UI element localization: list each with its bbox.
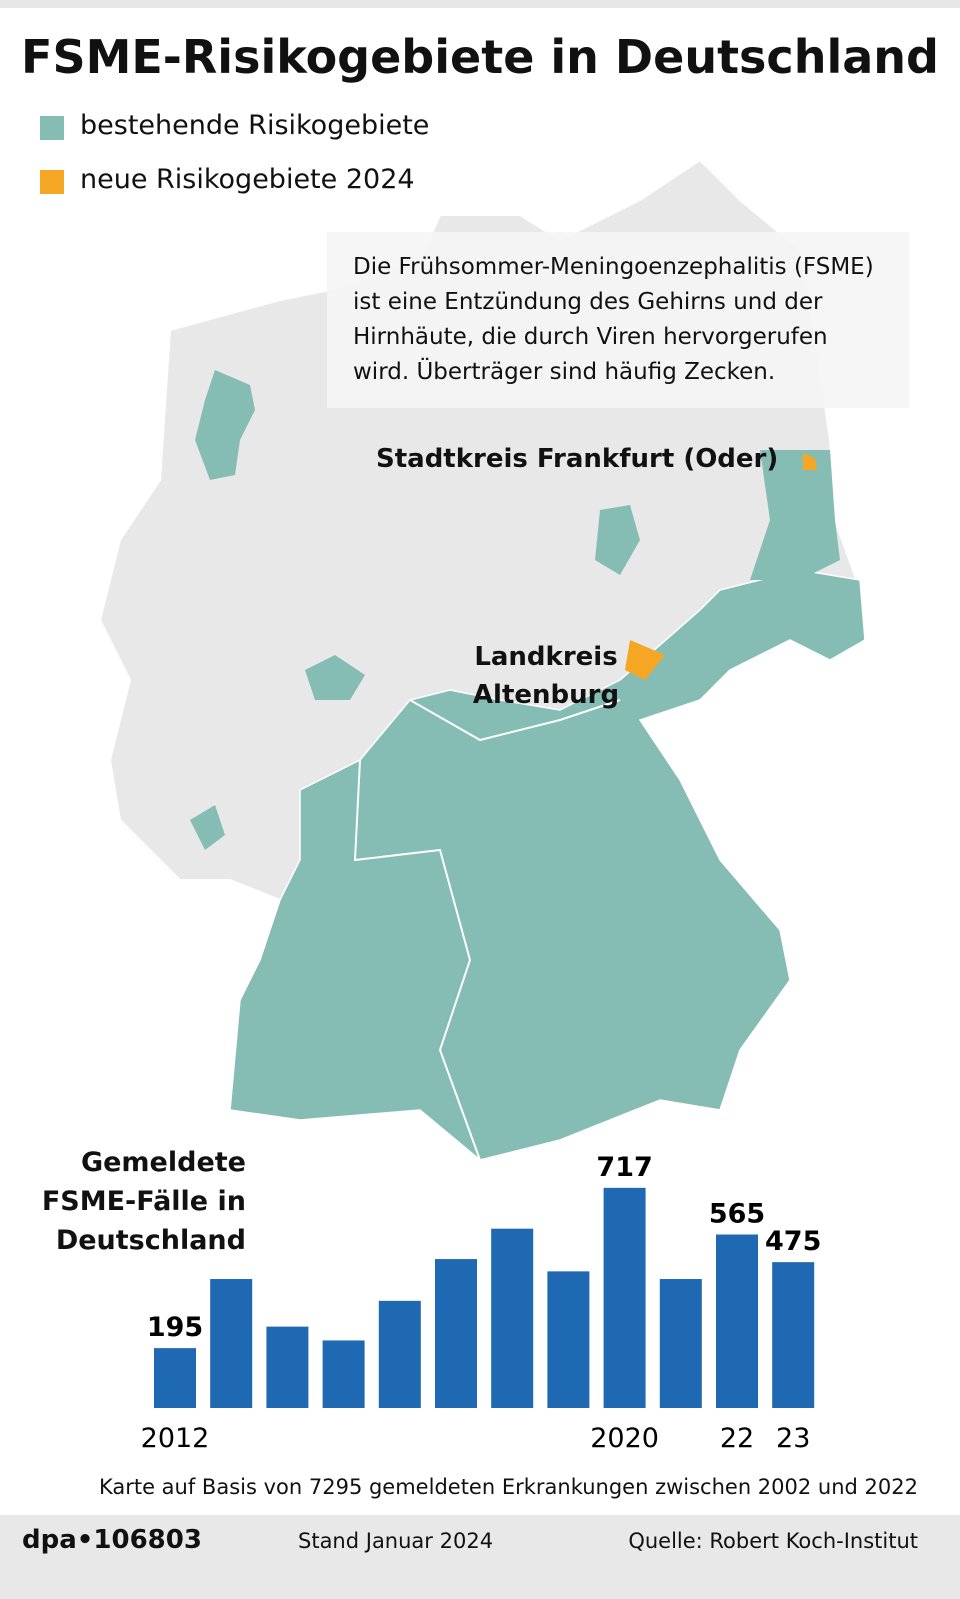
- x-tick-label: 22: [720, 1423, 754, 1454]
- value-label: 475: [765, 1226, 821, 1257]
- bar: [603, 1187, 646, 1408]
- map-label: Landkreis Altenburg: [472, 642, 620, 710]
- legend-label: bestehende Risikogebiete: [80, 110, 430, 141]
- info-box: Die Frühsommer-Meningoenzephalitis (FSME…: [327, 232, 909, 408]
- risk-area-spot: [190, 805, 225, 850]
- bar: [547, 1271, 590, 1408]
- map: [98, 158, 867, 1162]
- title: FSME-Risikogebiete in Deutschland: [21, 30, 939, 84]
- bar: [322, 1340, 365, 1408]
- bar: [266, 1326, 309, 1408]
- agency: dpa•106803: [22, 1525, 202, 1555]
- bar: [154, 1348, 196, 1408]
- new-risk-area-altenburg: [625, 640, 665, 680]
- state-border: [409, 699, 621, 742]
- footer-band: [0, 1515, 960, 1599]
- new-risk-area-frankfurt: [803, 453, 817, 470]
- legend-swatch: [40, 170, 64, 194]
- bar: [772, 1262, 815, 1408]
- x-tick-label: 23: [776, 1423, 810, 1454]
- top-strip: [0, 0, 960, 8]
- bar: [435, 1259, 477, 1408]
- state-border: [353, 759, 481, 1161]
- legend-label: neue Risikogebiete 2024: [80, 164, 415, 195]
- date: Stand Januar 2024: [298, 1529, 494, 1553]
- value-label: 717: [596, 1152, 652, 1183]
- x-tick-label: 2012: [141, 1423, 210, 1454]
- bar: [378, 1300, 421, 1408]
- footnote: Karte auf Basis von 7295 gemeldeten Erkr…: [98, 1475, 918, 1499]
- value-label: 195: [147, 1312, 203, 1343]
- value-label: 565: [709, 1199, 765, 1230]
- chart-title: Gemeldete FSME-Fälle in Deutschland: [41, 1147, 246, 1256]
- risk-area-spot: [305, 655, 365, 700]
- risk-area-spot: [595, 505, 640, 575]
- map-label: Stadtkreis Frankfurt (Oder): [376, 444, 779, 474]
- source: Quelle: Robert Koch-Institut: [628, 1529, 918, 1553]
- risk-area-lusatia: [750, 450, 840, 580]
- x-tick-label: 2020: [590, 1423, 659, 1454]
- bar: [716, 1234, 758, 1408]
- bar: [491, 1228, 534, 1408]
- risk-area-south: [229, 569, 866, 1161]
- bar: [659, 1279, 702, 1408]
- bar-chart: 195 2012 717 2020 565 22 475 23: [141, 1152, 822, 1454]
- bar: [210, 1279, 253, 1408]
- risk-area-emsland: [195, 370, 255, 480]
- legend-swatch: [40, 116, 64, 140]
